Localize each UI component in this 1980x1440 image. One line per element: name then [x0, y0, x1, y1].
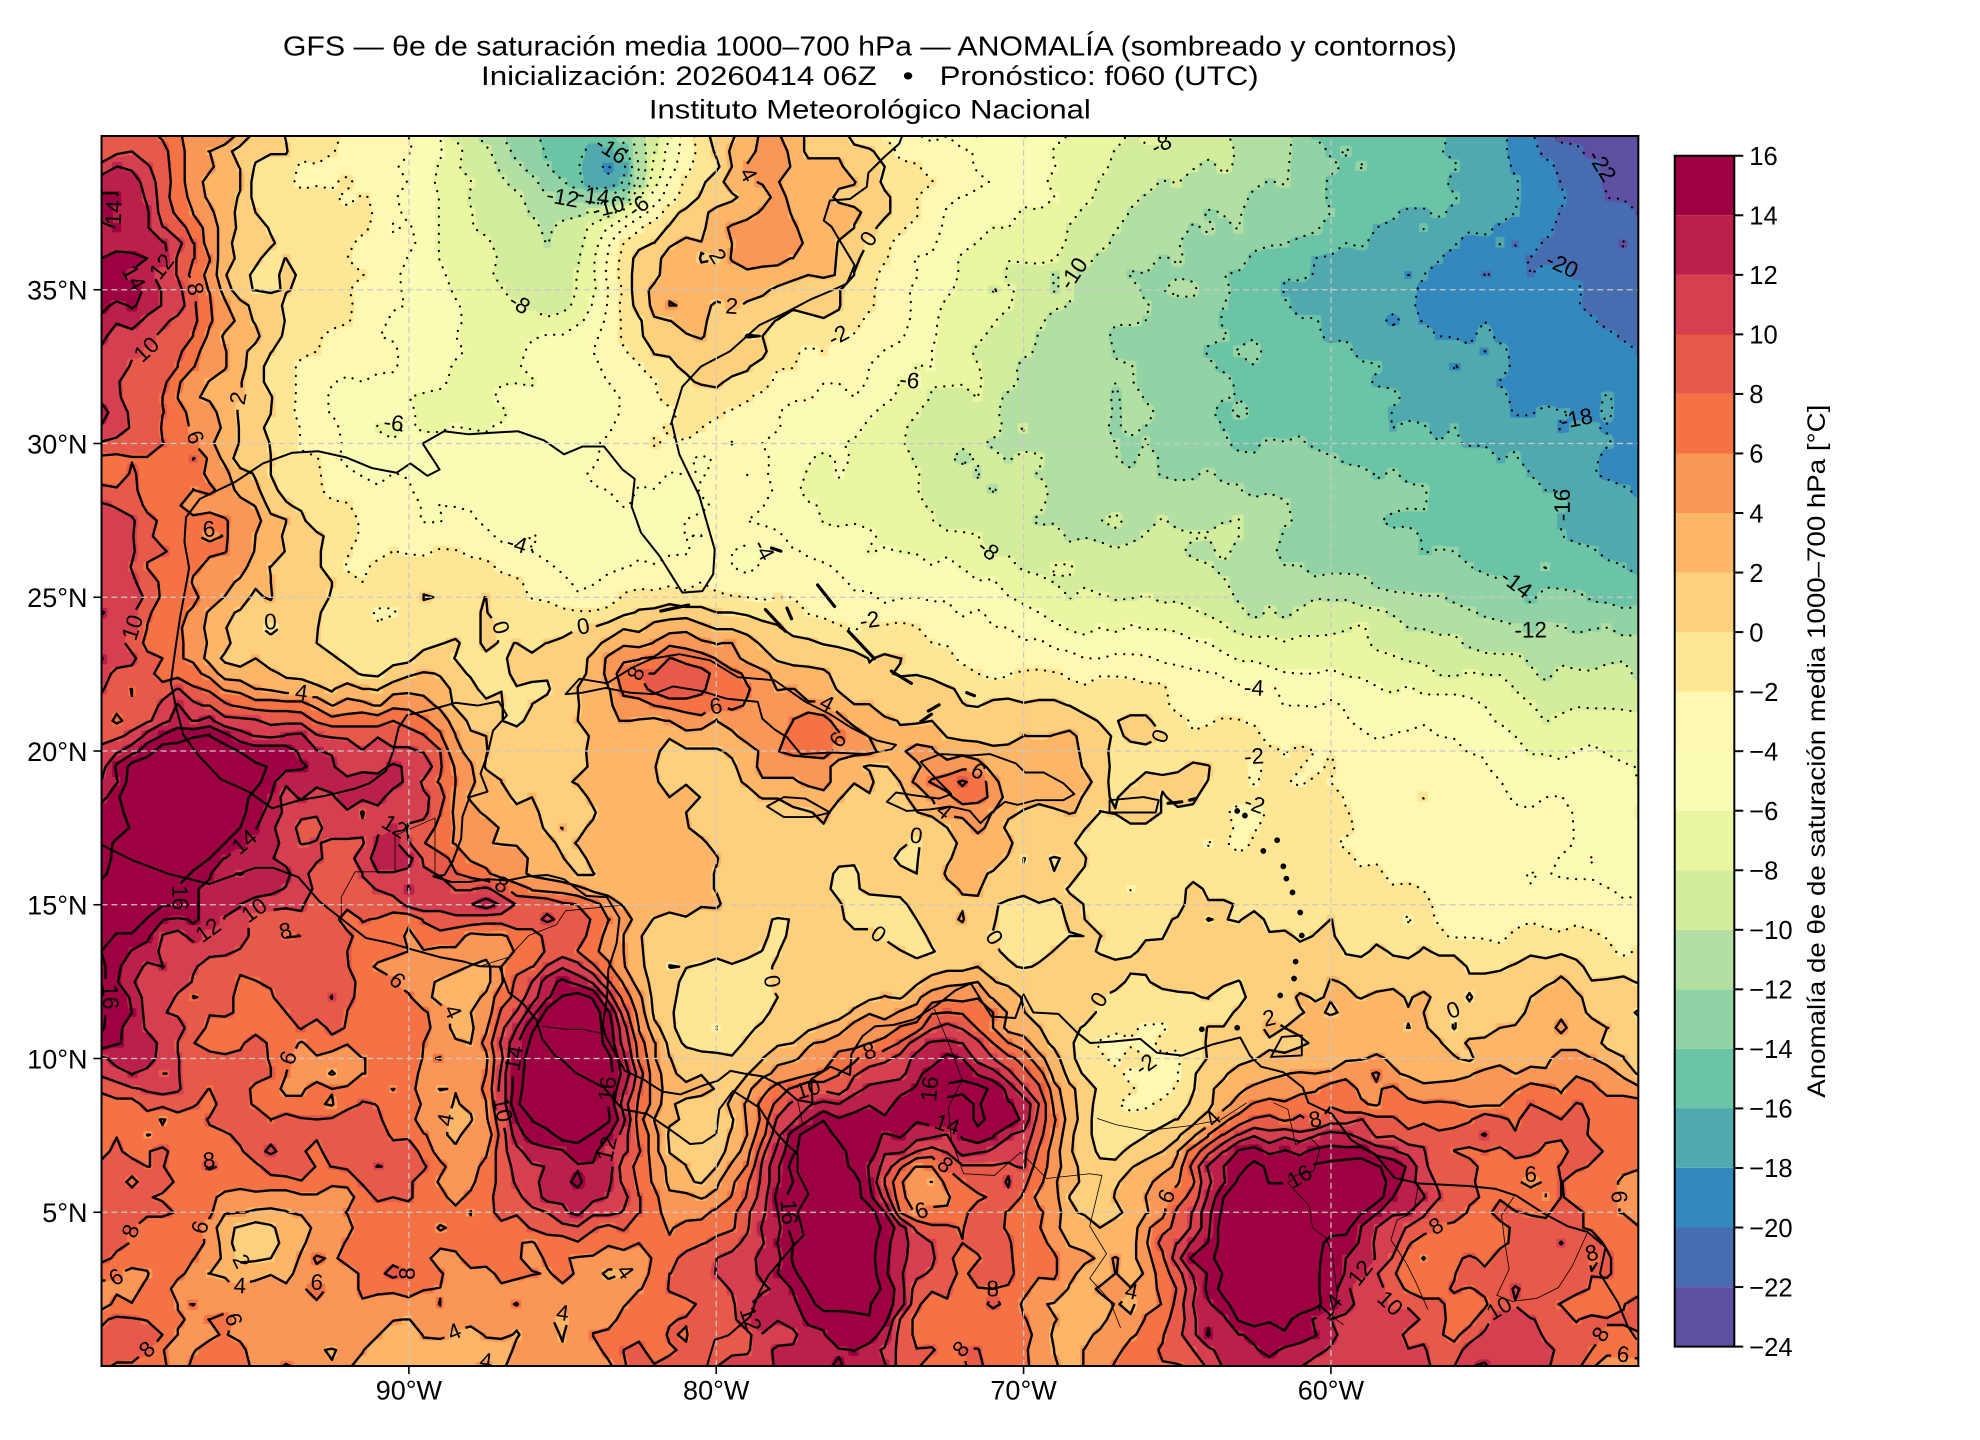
svg-text:6: 6: [1616, 1341, 1631, 1367]
svg-text:16: 16: [916, 1075, 943, 1102]
svg-text:8: 8: [395, 1267, 420, 1280]
svg-text:−14: −14: [1749, 1036, 1792, 1064]
svg-text:16: 16: [593, 1075, 621, 1103]
svg-text:8: 8: [986, 1276, 999, 1301]
svg-text:10: 10: [488, 1095, 518, 1125]
svg-text:5°N: 5°N: [42, 1198, 87, 1228]
svg-text:0: 0: [264, 609, 278, 635]
svg-text:-12: -12: [1514, 617, 1547, 642]
svg-text:4: 4: [1749, 500, 1763, 528]
svg-text:-18: -18: [1558, 403, 1595, 434]
svg-text:60°W: 60°W: [1298, 1376, 1365, 1406]
svg-text:6: 6: [708, 693, 725, 720]
svg-text:30°N: 30°N: [27, 429, 87, 459]
svg-text:8: 8: [202, 1147, 216, 1173]
svg-text:-16: -16: [1550, 489, 1575, 522]
svg-text:−22: −22: [1749, 1274, 1792, 1302]
svg-text:8: 8: [277, 917, 295, 944]
svg-text:2: 2: [725, 293, 739, 319]
svg-text:70°W: 70°W: [990, 1376, 1057, 1406]
svg-text:4: 4: [478, 1348, 494, 1374]
svg-text:-2: -2: [858, 606, 881, 634]
svg-text:16: 16: [1749, 143, 1777, 171]
svg-text:-2: -2: [1243, 743, 1264, 769]
svg-text:10: 10: [1749, 322, 1777, 350]
svg-text:12: 12: [1749, 262, 1777, 290]
svg-text:Inicialización: 20260414 06Z: Inicialización: 20260414 06Z • Pronóstic…: [481, 61, 1259, 91]
svg-text:35°N: 35°N: [27, 276, 87, 306]
svg-text:2: 2: [225, 390, 252, 407]
svg-text:6: 6: [1749, 441, 1763, 469]
svg-text:4: 4: [1123, 1278, 1141, 1305]
svg-text:2: 2: [1260, 1005, 1278, 1032]
svg-text:-12: -12: [545, 182, 582, 212]
svg-text:-14: -14: [576, 181, 612, 210]
svg-text:10°N: 10°N: [27, 1044, 87, 1074]
svg-text:4: 4: [432, 1111, 459, 1128]
svg-text:−16: −16: [1749, 1096, 1792, 1124]
svg-text:−20: −20: [1749, 1215, 1792, 1243]
svg-text:GFS — θe de saturación media 1: GFS — θe de saturación media 1000–700 hP…: [283, 29, 1457, 61]
svg-text:-6: -6: [382, 409, 405, 437]
svg-text:20°N: 20°N: [27, 737, 87, 767]
svg-text:6: 6: [310, 1269, 324, 1295]
svg-text:6: 6: [186, 1218, 213, 1236]
svg-text:14: 14: [499, 1044, 528, 1073]
svg-text:2: 2: [1749, 560, 1763, 588]
svg-text:6: 6: [220, 1310, 247, 1329]
svg-text:0: 0: [1749, 619, 1763, 647]
svg-text:15°N: 15°N: [27, 891, 87, 921]
svg-text:-4: -4: [1243, 675, 1264, 701]
svg-text:12: 12: [592, 1134, 622, 1164]
svg-text:6: 6: [1524, 1162, 1537, 1187]
svg-text:Anomalía de θe de saturación m: Anomalía de θe de saturación media 1000–…: [1803, 405, 1831, 1098]
svg-text:4: 4: [294, 679, 310, 706]
svg-text:−8: −8: [1749, 858, 1778, 886]
svg-text:−4: −4: [1749, 738, 1778, 766]
svg-text:0: 0: [575, 613, 592, 640]
svg-text:16: 16: [97, 984, 123, 1010]
svg-text:8: 8: [1306, 1106, 1324, 1133]
svg-text:6: 6: [202, 516, 217, 542]
svg-text:−12: −12: [1749, 977, 1792, 1005]
svg-text:14: 14: [1749, 203, 1777, 231]
svg-text:4: 4: [555, 1300, 571, 1326]
svg-text:0: 0: [908, 822, 924, 848]
svg-text:6: 6: [1606, 1190, 1632, 1204]
svg-text:25°N: 25°N: [27, 583, 87, 613]
svg-text:8: 8: [1749, 381, 1763, 409]
svg-text:80°W: 80°W: [683, 1376, 750, 1406]
svg-text:−24: −24: [1749, 1334, 1792, 1362]
svg-text:−10: −10: [1749, 917, 1792, 945]
svg-text:8: 8: [182, 280, 209, 298]
svg-text:0: 0: [759, 973, 786, 989]
svg-text:4: 4: [233, 1273, 247, 1299]
svg-text:−18: −18: [1749, 1155, 1792, 1183]
svg-text:16: 16: [776, 1199, 803, 1226]
svg-text:14: 14: [101, 200, 127, 226]
svg-text:Instituto Meteorológico Nacion: Instituto Meteorológico Nacional: [649, 95, 1091, 125]
svg-text:8: 8: [1582, 1239, 1601, 1266]
svg-text:90°W: 90°W: [376, 1376, 443, 1406]
svg-text:-6: -6: [898, 367, 921, 394]
svg-text:16: 16: [167, 885, 193, 911]
svg-text:−2: −2: [1749, 679, 1778, 707]
svg-text:−6: −6: [1749, 798, 1778, 826]
